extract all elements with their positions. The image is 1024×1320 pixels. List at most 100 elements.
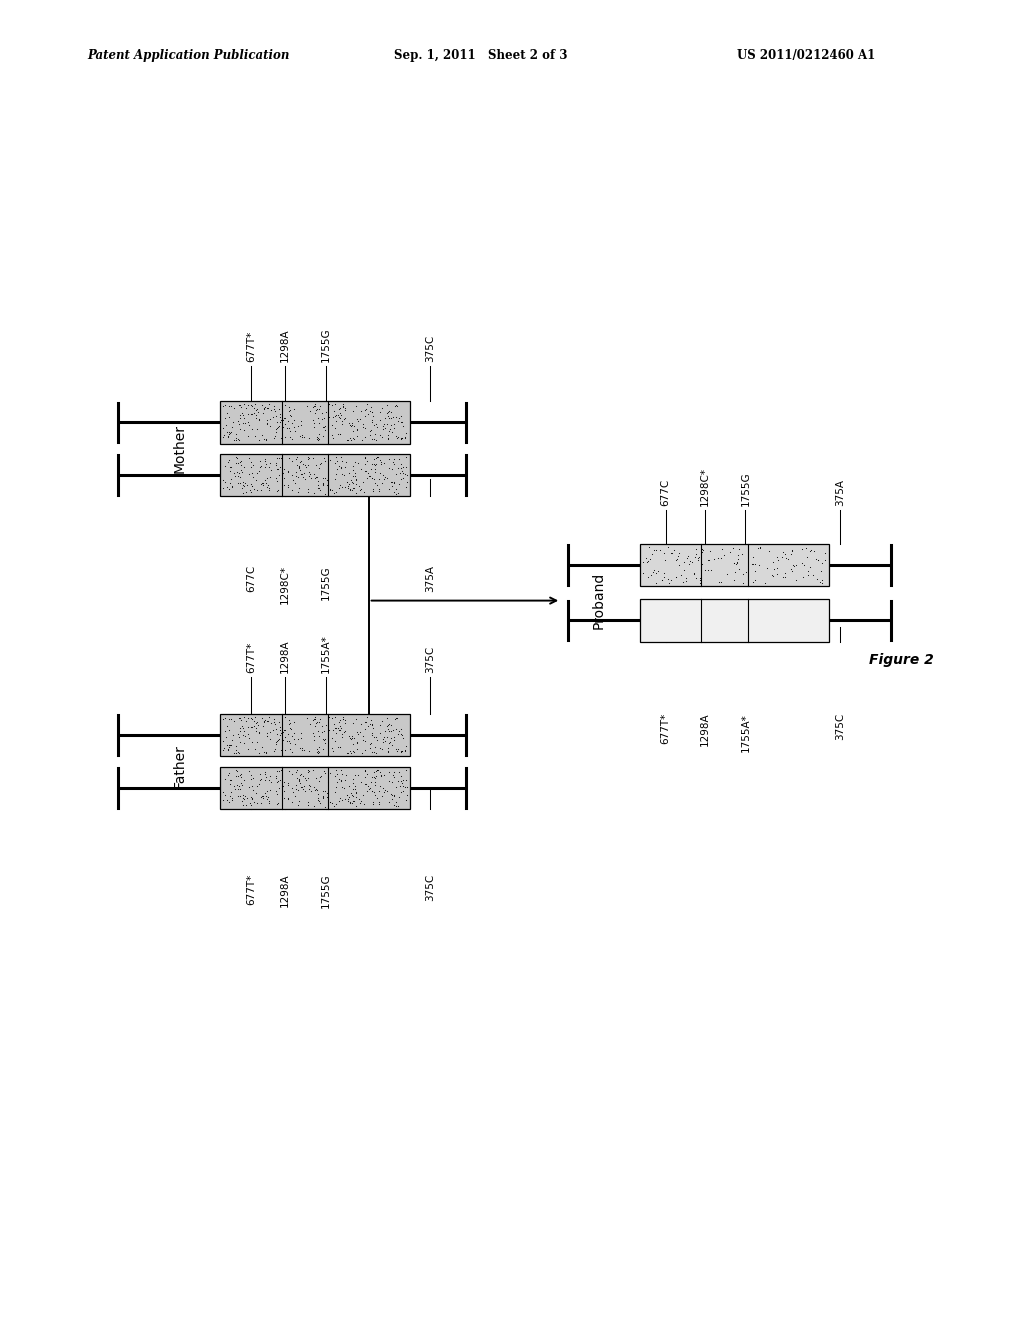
Point	[280, 774, 296, 795]
Point	[372, 425, 388, 446]
Point	[394, 428, 411, 449]
Point	[291, 768, 307, 789]
Point	[341, 413, 357, 434]
Point	[332, 475, 348, 496]
Point	[248, 469, 264, 490]
Point	[388, 463, 404, 484]
Point	[223, 789, 240, 810]
Point	[353, 458, 370, 479]
Bar	[220, 714, 410, 756]
Point	[236, 718, 252, 739]
Point	[371, 480, 387, 502]
Point	[367, 737, 383, 758]
Point	[376, 781, 392, 803]
Point	[810, 549, 826, 570]
Point	[369, 742, 385, 763]
Text: 1298C*: 1298C*	[699, 466, 710, 506]
Point	[260, 479, 276, 500]
Point	[399, 784, 416, 805]
Point	[269, 458, 286, 479]
Point	[311, 424, 328, 445]
Point	[259, 467, 275, 488]
Point	[248, 781, 264, 803]
Point	[347, 779, 364, 800]
Point	[788, 554, 805, 576]
Point	[392, 453, 409, 474]
Point	[240, 404, 256, 425]
Point	[365, 480, 381, 502]
Point	[738, 561, 755, 582]
Point	[284, 792, 300, 813]
Point	[308, 780, 325, 801]
Point	[390, 723, 407, 744]
Point	[364, 429, 380, 450]
Point	[265, 741, 282, 762]
Point	[635, 552, 651, 573]
Point	[316, 467, 333, 488]
Point	[682, 550, 698, 572]
Point	[318, 714, 335, 735]
Point	[337, 477, 353, 498]
Point	[670, 545, 686, 566]
Point	[349, 418, 366, 440]
Point	[215, 739, 231, 760]
Point	[362, 733, 379, 754]
Point	[280, 789, 296, 810]
Point	[358, 706, 375, 727]
Point	[334, 726, 350, 747]
Point	[331, 478, 347, 499]
Point	[714, 539, 730, 560]
Point	[676, 552, 692, 573]
Point	[345, 420, 361, 441]
Point	[687, 546, 703, 568]
Point	[215, 417, 231, 438]
Point	[377, 730, 393, 751]
Point	[222, 781, 239, 803]
Point	[313, 722, 330, 743]
Point	[719, 564, 735, 585]
Point	[387, 425, 403, 446]
Point	[375, 416, 391, 437]
Point	[328, 723, 344, 744]
Point	[384, 458, 400, 479]
Point	[256, 710, 272, 731]
Point	[397, 735, 414, 756]
Point	[794, 539, 810, 560]
Point	[306, 730, 323, 751]
Text: 677T*: 677T*	[246, 874, 256, 906]
Point	[318, 781, 335, 803]
Point	[244, 395, 260, 416]
Point	[268, 780, 285, 801]
Point	[234, 474, 251, 495]
Point	[814, 570, 830, 591]
Point	[268, 771, 285, 792]
Point	[302, 776, 318, 797]
Point	[229, 785, 246, 807]
Point	[344, 792, 360, 813]
Point	[318, 787, 335, 808]
Point	[249, 793, 265, 814]
Point	[222, 396, 239, 417]
Point	[280, 788, 296, 809]
Point	[326, 483, 342, 504]
Point	[326, 401, 342, 422]
Point	[311, 711, 328, 733]
Point	[272, 409, 289, 430]
Point	[234, 795, 251, 816]
Point	[311, 791, 328, 812]
Point	[318, 469, 335, 490]
Point	[349, 723, 366, 744]
Point	[256, 428, 272, 449]
Point	[729, 552, 745, 573]
Point	[344, 455, 360, 477]
Point	[267, 731, 284, 752]
Point	[252, 457, 268, 478]
Point	[381, 792, 397, 813]
Point	[249, 463, 265, 484]
Point	[311, 454, 328, 475]
Point	[344, 784, 360, 805]
Point	[280, 461, 296, 482]
Point	[292, 764, 308, 785]
Point	[240, 425, 256, 446]
Point	[220, 426, 237, 447]
